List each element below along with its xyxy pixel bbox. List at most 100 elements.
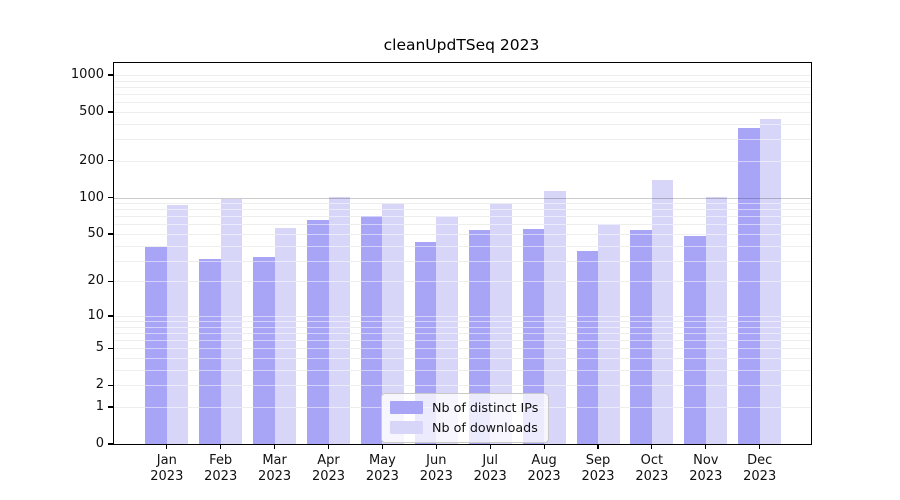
y-tick-mark	[108, 280, 113, 282]
y-tick-label: 20	[87, 273, 104, 289]
y-tick-mark	[108, 74, 113, 76]
legend-label: Nb of downloads	[432, 420, 538, 435]
x-tick-mark	[220, 444, 222, 449]
x-tick-label: Sep 2023	[581, 453, 615, 484]
plot-area: Nb of distinct IPs Nb of downloads 0 1 2 5 10…	[71, 62, 812, 484]
bar-distinct-ips	[199, 258, 221, 444]
gridline-minor-overlay	[114, 281, 811, 283]
gridline-minor-overlay	[114, 358, 811, 360]
x-tick-mark	[381, 444, 383, 449]
gridline-minor-overlay	[114, 160, 811, 162]
x-tick-mark	[166, 444, 168, 449]
y-tick-label: 200	[79, 152, 104, 168]
legend: Nb of distinct IPs Nb of downloads	[381, 393, 550, 443]
bar-downloads	[651, 180, 674, 444]
legend-swatch	[390, 420, 423, 435]
x-tick-mark	[597, 444, 599, 449]
gridline-minor-overlay	[114, 234, 811, 235]
gridline-minor-overlay	[114, 332, 811, 334]
y-tick-label: 0	[95, 436, 104, 451]
bar-distinct-ips	[630, 229, 652, 444]
bar-downloads	[544, 191, 566, 444]
bar-distinct-ips	[145, 246, 167, 444]
x-tick-label: Aug 2023	[527, 453, 561, 484]
y-tick-mark	[108, 406, 113, 408]
y-tick-label: 1	[95, 398, 104, 414]
gridline-minor-overlay	[114, 315, 811, 317]
x-tick-mark	[651, 444, 653, 449]
x-tick-mark	[489, 444, 491, 449]
gridline-minor-overlay	[114, 369, 811, 371]
gridline-minor-overlay	[114, 340, 811, 342]
gridline-minor-overlay	[114, 111, 811, 113]
y-tick-mark	[108, 315, 113, 317]
gridline-minor-overlay	[114, 94, 811, 96]
y-tick-label: 2	[95, 377, 104, 393]
gridline-minor-overlay	[114, 224, 811, 226]
gridline-minor-overlay	[114, 80, 811, 82]
y-tick-label: 5	[95, 340, 104, 356]
bar-downloads	[166, 204, 189, 444]
y-tick-mark	[108, 233, 113, 235]
gridline-minor-overlay	[114, 321, 811, 323]
y-tick-mark	[108, 347, 113, 349]
x-tick-mark	[327, 444, 330, 449]
bar-distinct-ips	[253, 257, 275, 444]
y-tick-mark	[108, 443, 113, 445]
bar-downloads	[705, 196, 728, 444]
x-tick-label: Apr 2023	[311, 453, 346, 484]
bar-distinct-ips	[738, 128, 760, 444]
bar-distinct-ips	[468, 229, 491, 444]
x-tick-label: Feb 2023	[204, 453, 238, 484]
bar-downloads	[382, 203, 404, 444]
x-tick-label: Jan 2023	[150, 453, 184, 484]
gridline-minor-overlay	[114, 216, 811, 218]
y-tick-mark	[108, 111, 113, 113]
x-tick-mark	[759, 444, 761, 449]
gridline-minor-overlay	[114, 385, 811, 387]
legend-row: Nb of distinct IPs	[390, 399, 538, 416]
y-tick-mark	[108, 160, 113, 162]
x-tick-mark	[274, 444, 276, 449]
x-tick-label: Mar 2023	[258, 453, 292, 484]
y-tick-label: 500	[79, 103, 104, 119]
gridline-minor-overlay	[114, 102, 811, 104]
x-tick-label: Dec 2023	[743, 453, 777, 484]
gridline-minor-overlay	[114, 75, 811, 76]
bar-downloads	[328, 196, 350, 444]
x-tick-label: Jun 2023	[419, 453, 453, 484]
x-tick-label: Jul 2023	[473, 453, 507, 484]
x-tick-mark	[543, 444, 545, 449]
y-tick-label: 100	[79, 189, 104, 205]
gridline-emphasis	[114, 197, 811, 199]
gridline-minor-overlay	[114, 86, 811, 88]
bar-distinct-ips	[307, 220, 329, 444]
gridline-minor-overlay	[114, 139, 811, 141]
gridline-minor-overlay	[114, 245, 811, 247]
legend-label: Nb of distinct IPs	[432, 400, 539, 415]
gridline-minor-overlay	[114, 260, 811, 262]
legend-row: Nb of downloads	[390, 419, 538, 436]
y-tick-label: 10	[87, 307, 104, 323]
y-tick-label: 50	[87, 226, 104, 241]
gridline-minor-overlay	[114, 123, 811, 125]
bar-downloads	[490, 204, 512, 444]
y-tick-mark	[108, 384, 113, 386]
y-tick-mark	[108, 196, 113, 199]
chart-title: cleanUpdTSeq 2023	[383, 36, 540, 54]
gridline-minor-overlay	[114, 348, 811, 350]
gridline-minor-overlay	[114, 326, 811, 328]
bar-distinct-ips	[522, 229, 545, 444]
legend-swatch	[390, 400, 423, 415]
gridline-minor-overlay	[114, 203, 811, 205]
bar-distinct-ips	[360, 215, 383, 444]
x-tick-label: Oct 2023	[635, 453, 669, 484]
bar-downloads	[436, 216, 458, 444]
x-tick-label: Nov 2023	[689, 453, 723, 484]
x-tick-mark	[705, 444, 707, 449]
x-tick-mark	[435, 444, 437, 449]
bar-distinct-ips	[576, 251, 598, 444]
gridline-minor-overlay	[114, 209, 811, 211]
y-tick-label: 1000	[70, 67, 104, 82]
